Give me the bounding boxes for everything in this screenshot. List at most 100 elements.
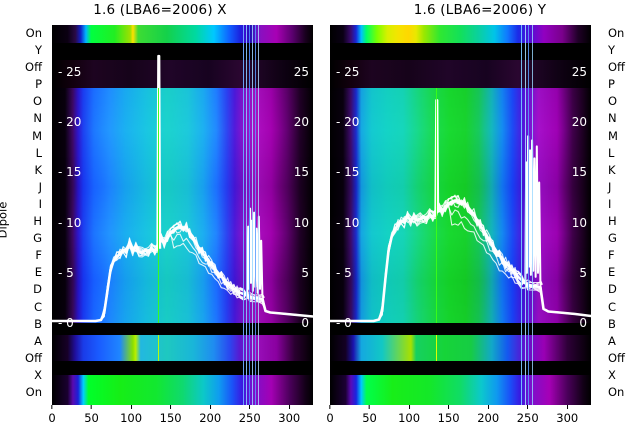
- dipole-tick-label: I: [608, 196, 612, 211]
- dipole-tick-label: E: [34, 265, 42, 280]
- dipole-tick-label: A: [34, 333, 42, 348]
- panel-x-title: 1.6 (LBA6=2006) X: [93, 2, 227, 18]
- x-tick-label: 100: [120, 411, 143, 425]
- x-tick: 0: [48, 405, 56, 425]
- dipole-axis-right: On Y Off P O N M L K J I H G F E D C B A Off X On: [608, 0, 640, 440]
- y-tick-label: - 15: [58, 165, 82, 180]
- x-tick-label: 250: [516, 411, 539, 425]
- panel-y-axes[interactable]: - 25 - 20 - 15 - 10 - 5 - 0 25 20 15 10 5 0: [330, 25, 591, 405]
- heatmap-gap-lower: [52, 323, 313, 335]
- x-tick-label: 0: [326, 411, 334, 425]
- y-tick-label: 20: [571, 115, 587, 130]
- y-tick-label: 10: [293, 215, 309, 230]
- spectrum-trace: [52, 222, 313, 322]
- x-tick-mark: [566, 405, 568, 409]
- dipole-tick-label: K: [34, 162, 42, 177]
- spectrum-trace: [330, 194, 591, 322]
- dipole-tick-label: J: [38, 179, 42, 194]
- dipole-tick-label: O: [608, 94, 618, 109]
- dipole-tick-label: N: [608, 111, 617, 126]
- y-tick-label: 25: [293, 65, 309, 80]
- heatmap-strip-faint: [52, 60, 313, 88]
- y-tick-label: - 5: [58, 265, 74, 280]
- y-tick-label: - 10: [58, 215, 82, 230]
- dipole-tick-label: F: [608, 248, 615, 263]
- dipole-tick-label: Off: [608, 350, 625, 365]
- x-tick-label: 0: [48, 411, 56, 425]
- dipole-tick-label: G: [33, 231, 42, 246]
- spectrum-trace: [52, 233, 313, 322]
- heatmap-rfi-line: [532, 25, 533, 405]
- x-tick-mark: [170, 405, 172, 409]
- spectrum-trace: [52, 220, 313, 322]
- heatmap-rfi-line: [258, 25, 260, 405]
- x-tick-mark: [51, 405, 53, 409]
- panel-x: 1.6 (LBA6=2006) X: [93, 2, 227, 18]
- x-tick-label: 200: [477, 411, 500, 425]
- x-tick-label: 200: [199, 411, 222, 425]
- heatmap-gap-dark: [330, 43, 591, 60]
- dipole-tick-label: B: [34, 316, 42, 331]
- x-tick-label: 50: [84, 411, 99, 425]
- dipole-tick-label: Y: [34, 43, 42, 58]
- y-tick-label: - 25: [336, 65, 360, 80]
- x-tick-label: 50: [362, 411, 377, 425]
- dipole-tick-label: N: [33, 111, 42, 126]
- dipole-tick-label: X: [608, 367, 616, 382]
- panel-y-traces: [330, 25, 591, 405]
- dipole-tick-label: H: [608, 214, 617, 229]
- dipole-tick-label: Off: [608, 60, 625, 75]
- x-tick-label: 250: [238, 411, 261, 425]
- y-tick-label: 15: [571, 165, 587, 180]
- dipole-tick-label: Off: [25, 60, 42, 75]
- x-tick: 250: [239, 405, 261, 425]
- x-tick: 100: [120, 405, 142, 425]
- dipole-tick-label: C: [608, 299, 617, 314]
- heatmap-rfi-line: [528, 25, 530, 405]
- dipole-tick-label: M: [608, 128, 618, 143]
- heatmap-rfi-line: [242, 25, 244, 405]
- y-tick-label: 0: [301, 316, 309, 330]
- y-tick-label: 5: [301, 265, 309, 280]
- x-tick: 50: [362, 405, 377, 425]
- x-tick: 50: [84, 405, 99, 425]
- heatmap-gap-dark: [52, 43, 313, 60]
- heatmap-strip-lower: [52, 335, 313, 361]
- dipole-tick-label: A: [608, 333, 616, 348]
- dipole-tick-label: Y: [608, 43, 616, 58]
- heatmap-strip-lower: [330, 335, 591, 361]
- x-tick-mark: [130, 405, 132, 409]
- heatmap-rfi-line: [158, 88, 160, 323]
- dipole-tick-label: H: [33, 214, 42, 229]
- heatmap-strip-bottom: [52, 375, 313, 405]
- spectrum-trace: [52, 225, 313, 323]
- y-tick-label: 0: [579, 316, 587, 330]
- panel-y-title: 1.6 (LBA6=2006) Y: [413, 2, 547, 18]
- spectrum-trace: [330, 195, 591, 322]
- heatmap-rfi-line: [245, 25, 247, 405]
- heatmap-strip-top: [52, 25, 313, 43]
- y-tick-label: 10: [571, 215, 587, 230]
- spectrum-trace: [330, 204, 591, 322]
- spectrum-trace: [52, 222, 313, 322]
- x-tick-label: 300: [278, 411, 301, 425]
- spectrum-trace: [330, 199, 591, 323]
- y-tick-label: 15: [293, 165, 309, 180]
- spectrum-trace: [330, 199, 591, 322]
- x-tick-mark: [288, 405, 290, 409]
- dipole-tick-label: On: [25, 26, 42, 40]
- heatmap-rfi-line: [524, 25, 526, 405]
- y-tick-label: - 0: [58, 316, 74, 330]
- x-tick-mark: [408, 405, 410, 409]
- y-tick-label: - 20: [336, 115, 360, 130]
- y-tick-label: - 20: [58, 115, 82, 130]
- dipole-tick-label: F: [35, 248, 42, 263]
- dipole-tick-label: D: [608, 282, 617, 297]
- x-tick-mark: [369, 405, 371, 409]
- x-tick: 300: [278, 405, 300, 425]
- x-tick-mark: [527, 405, 529, 409]
- spectrum-trace: [330, 203, 591, 322]
- panel-x-axes[interactable]: - 25 - 20 - 15 - 10 - 5 - 0 25 20 15 10 5 0: [52, 25, 313, 405]
- panel-x-xaxis: 0 50 100 150 200 250 300: [48, 405, 313, 440]
